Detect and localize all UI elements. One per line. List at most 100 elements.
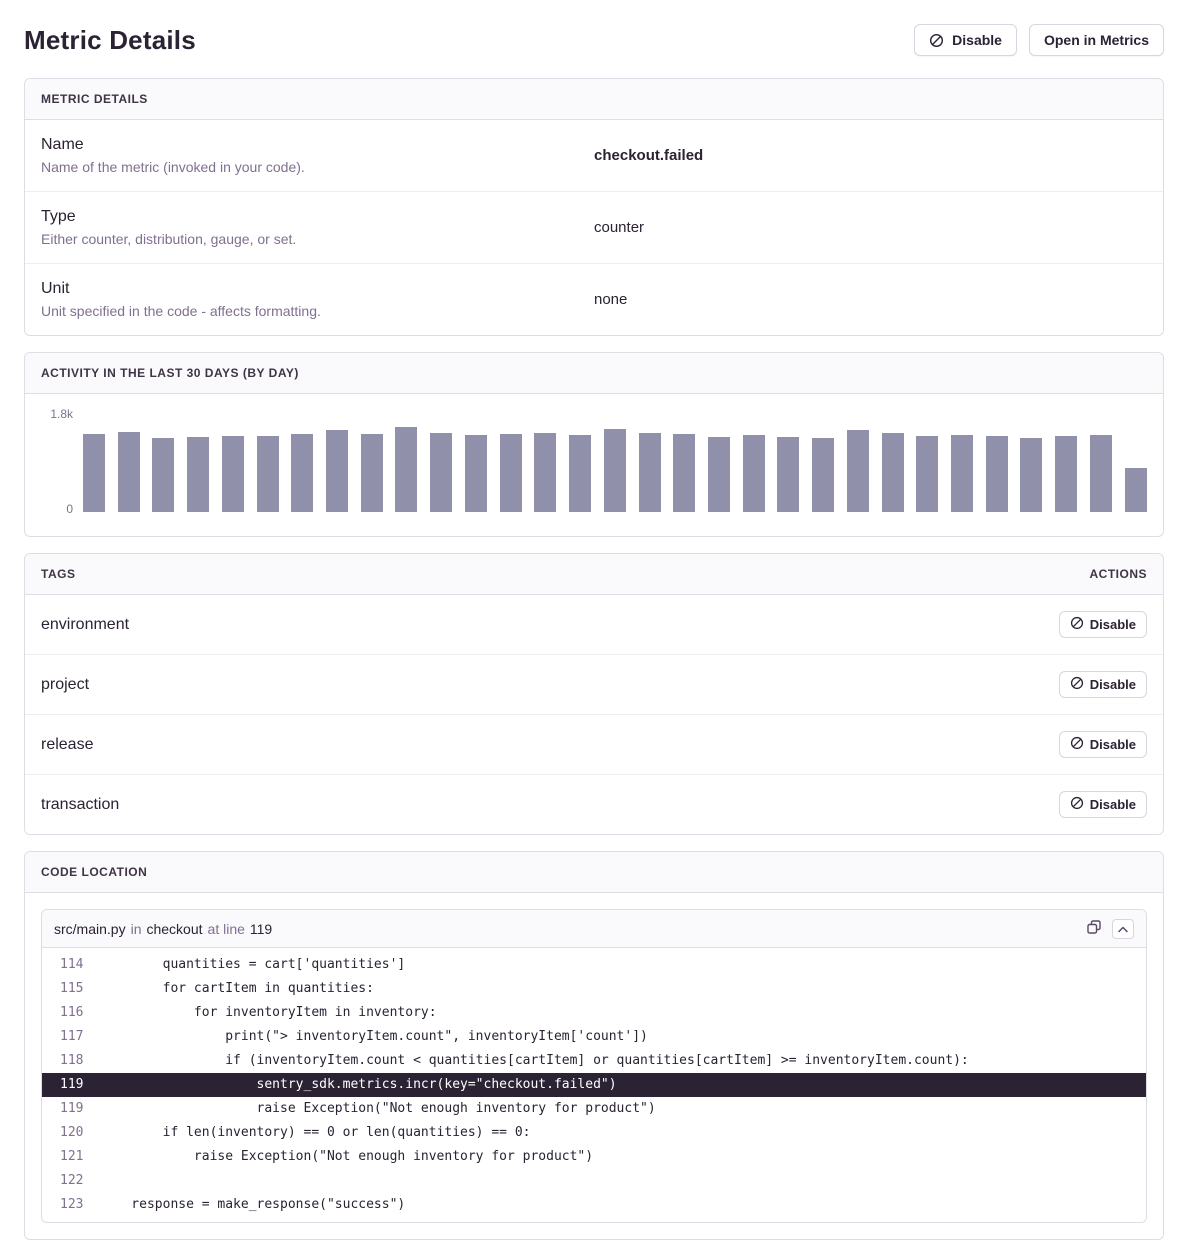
activity-bar	[742, 435, 765, 512]
activity-bar	[499, 434, 522, 512]
open-in-metrics-button[interactable]: Open in Metrics	[1028, 24, 1164, 56]
code-line-text: sentry_sdk.metrics.incr(key="checkout.fa…	[100, 1077, 617, 1092]
code-line-number-gutter: 119	[60, 1077, 84, 1092]
not-icon	[1070, 616, 1084, 633]
metric-row-label: Name	[41, 136, 84, 153]
code-line-number-gutter: 115	[60, 981, 84, 996]
code-line: 122	[42, 1169, 1146, 1193]
code-location-breadcrumb: src/main.py in checkout at line 119	[54, 921, 272, 937]
metric-row-value: none	[594, 291, 628, 308]
copy-code-button[interactable]	[1084, 917, 1104, 940]
metric-detail-row: Unit Unit specified in the code - affect…	[25, 263, 1163, 335]
activity-bar	[360, 434, 383, 512]
activity-bars	[83, 420, 1147, 512]
code-line-number-gutter: 116	[60, 1005, 84, 1020]
disable-button-label: Disable	[952, 32, 1002, 48]
code-location-section-title: CODE LOCATION	[41, 865, 148, 879]
metric-details-rows: Name Name of the metric (invoked in your…	[25, 120, 1163, 335]
code-line-number-gutter: 120	[60, 1125, 84, 1140]
code-line: 120 if len(inventory) == 0 or len(quanti…	[42, 1121, 1146, 1145]
tag-name: release	[41, 735, 94, 753]
activity-bar	[1089, 435, 1112, 512]
code-line-number-gutter: 119	[60, 1101, 84, 1116]
tag-disable-button[interactable]: Disable	[1058, 791, 1147, 818]
metric-row-value: counter	[594, 219, 645, 236]
activity-bar	[83, 434, 105, 512]
code-location-body: src/main.py in checkout at line 119	[25, 893, 1163, 1239]
activity-bar	[291, 434, 314, 512]
activity-bar	[152, 438, 175, 512]
code-line-text: for inventoryItem in inventory:	[100, 1005, 437, 1020]
code-line: 121 raise Exception("Not enough inventor…	[42, 1145, 1146, 1169]
metric-details-page: Metric Details Disable Open in Metrics M…	[24, 0, 1164, 1240]
tag-disable-button[interactable]: Disable	[1058, 671, 1147, 698]
code-line: 123 response = make_response("success")	[42, 1193, 1146, 1217]
activity-bar	[812, 438, 835, 512]
header-actions: Disable Open in Metrics	[914, 24, 1164, 56]
code-line-text: if (inventoryItem.count < quantities[car…	[100, 1053, 969, 1068]
code-file-path: src/main.py	[54, 920, 126, 937]
tags-panel-header: TAGS ACTIONS	[25, 554, 1163, 595]
metric-row-description: Either counter, distribution, gauge, or …	[41, 231, 297, 247]
tag-disable-button[interactable]: Disable	[1058, 731, 1147, 758]
code-line: 119 sentry_sdk.metrics.incr(key="checkou…	[42, 1073, 1146, 1097]
code-line-text: print("> inventoryItem.count", inventory…	[100, 1029, 648, 1044]
activity-bar	[395, 427, 418, 512]
activity-bar	[916, 436, 939, 512]
tags-section-title: TAGS	[41, 567, 76, 581]
activity-bar	[534, 433, 557, 512]
activity-panel: ACTIVITY IN THE LAST 30 DAYS (BY DAY) 1.…	[24, 352, 1164, 537]
activity-bar	[846, 430, 869, 512]
y-axis-min-label: 0	[66, 502, 73, 516]
tag-row: environment Disable	[25, 595, 1163, 654]
code-line-number-gutter: 123	[60, 1197, 84, 1212]
not-icon	[1070, 736, 1084, 753]
activity-bar	[326, 430, 349, 512]
code-snippet: src/main.py in checkout at line 119	[41, 909, 1147, 1223]
code-line-number-gutter: 122	[60, 1173, 84, 1188]
code-line: 114 quantities = cart['quantities']	[42, 953, 1146, 977]
tag-disable-label: Disable	[1089, 677, 1136, 692]
activity-bar	[1055, 436, 1078, 512]
tag-disable-label: Disable	[1089, 737, 1136, 752]
collapse-code-button[interactable]	[1112, 918, 1134, 939]
not-icon	[1070, 676, 1084, 693]
activity-bar	[569, 435, 592, 512]
code-line-number: 119	[249, 920, 273, 937]
activity-bar	[221, 436, 244, 512]
activity-bar	[430, 433, 453, 512]
disable-metric-button[interactable]: Disable	[914, 24, 1017, 56]
metric-detail-row: Name Name of the metric (invoked in your…	[25, 120, 1163, 191]
metric-row-description: Name of the metric (invoked in your code…	[41, 159, 305, 175]
code-line: 115 for cartItem in quantities:	[42, 977, 1146, 1001]
metric-detail-row: Type Either counter, distribution, gauge…	[25, 191, 1163, 263]
metric-details-panel-header: METRIC DETAILS	[25, 79, 1163, 120]
code-location-panel: CODE LOCATION src/main.py in checkout at…	[24, 851, 1164, 1240]
code-line-text: raise Exception("Not enough inventory fo…	[100, 1149, 594, 1164]
code-lines: 114 quantities = cart['quantities'] 115 …	[42, 948, 1146, 1222]
tag-rows: environment Disable project Disable rele…	[25, 595, 1163, 834]
tag-disable-label: Disable	[1089, 797, 1136, 812]
metric-row-label: Unit	[41, 280, 70, 297]
copy-icon	[1086, 919, 1102, 938]
not-icon	[1070, 796, 1084, 813]
tag-disable-button[interactable]: Disable	[1058, 611, 1147, 638]
page-header: Metric Details Disable Open in Metrics	[24, 24, 1164, 56]
code-header-actions	[1084, 917, 1134, 940]
code-line-text: for cartItem in quantities:	[100, 981, 374, 996]
code-line: 118 if (inventoryItem.count < quantities…	[42, 1049, 1146, 1073]
metric-details-panel: METRIC DETAILS Name Name of the metric (…	[24, 78, 1164, 336]
activity-bar	[464, 435, 487, 512]
activity-bar	[117, 432, 140, 512]
activity-bar	[1124, 468, 1147, 512]
metric-row-description: Unit specified in the code - affects for…	[41, 303, 321, 319]
code-snippet-header: src/main.py in checkout at line 119	[42, 910, 1146, 948]
tag-name: transaction	[41, 795, 120, 813]
activity-bar	[187, 437, 210, 512]
code-line-text: response = make_response("success")	[100, 1197, 406, 1212]
tag-name: environment	[41, 615, 130, 633]
activity-bar	[777, 437, 800, 512]
code-at-line-words: at line	[207, 920, 245, 937]
tags-actions-title: ACTIONS	[1089, 567, 1147, 581]
open-in-metrics-label: Open in Metrics	[1043, 32, 1149, 48]
